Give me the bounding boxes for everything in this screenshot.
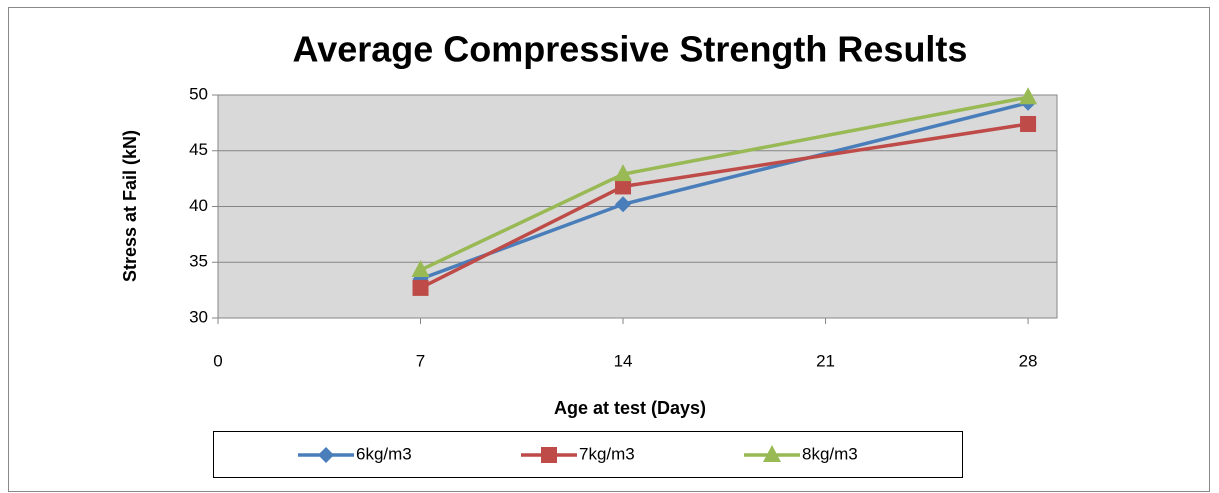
marker — [318, 447, 334, 463]
x-tick-label: 14 — [614, 351, 633, 370]
y-tick-label: 35 — [189, 252, 208, 271]
legend-label: 7kg/m3 — [579, 444, 635, 463]
marker — [1020, 115, 1037, 132]
y-axis-label: Stress at Fail (kN) — [120, 130, 140, 282]
x-tick-label: 0 — [213, 351, 222, 370]
marker — [615, 196, 632, 213]
marker — [541, 447, 557, 463]
marker — [763, 445, 781, 462]
y-tick-label: 50 — [189, 84, 208, 103]
marker — [411, 260, 430, 278]
marker — [614, 164, 633, 182]
marker — [615, 178, 632, 195]
legend-label: 8kg/m3 — [802, 444, 858, 463]
marker — [1019, 87, 1038, 105]
y-tick-label: 40 — [189, 196, 208, 215]
y-tick-label: 30 — [189, 307, 208, 326]
x-tick-label: 7 — [416, 351, 425, 370]
chart-title: Average Compressive Strength Results — [293, 29, 968, 70]
x-tick-label: 21 — [816, 351, 835, 370]
x-tick-label: 28 — [1019, 351, 1038, 370]
legend-label: 6kg/m3 — [356, 444, 412, 463]
y-tick-label: 45 — [189, 140, 208, 159]
marker — [412, 279, 429, 296]
x-axis-label: Age at test (Days) — [554, 398, 706, 418]
